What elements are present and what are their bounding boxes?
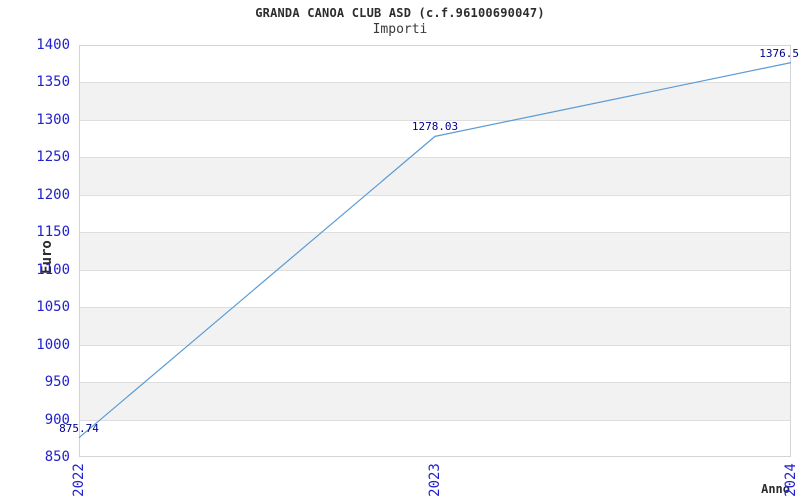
plot-band	[80, 82, 790, 120]
plot-band	[80, 194, 790, 233]
y-tick-label: 950	[44, 374, 70, 391]
y-tick-label: 900	[44, 411, 70, 428]
gridline	[80, 232, 790, 234]
y-tick-label: 1250	[36, 149, 70, 166]
y-tick-label: 1200	[36, 186, 70, 203]
chart-title: GRANDA CANOA CLUB ASD (c.f.96100690047)	[255, 6, 545, 20]
y-tick-label: 1300	[36, 111, 70, 128]
y-tick-label: 1100	[36, 261, 70, 278]
y-tick-label: 1050	[36, 299, 70, 316]
y-tick-label: 1400	[36, 37, 70, 53]
gridline	[80, 307, 790, 309]
plot-band	[80, 419, 790, 456]
plot-band	[80, 46, 790, 83]
y-tick-label: 1350	[36, 74, 70, 91]
y-tick-label: 1000	[36, 336, 70, 353]
chart-subtitle: Importi	[372, 22, 428, 37]
gridline	[80, 194, 790, 196]
gridline	[80, 382, 790, 384]
plot-band	[80, 232, 790, 270]
plot-band	[80, 157, 790, 195]
data-point-label: 875.74	[59, 421, 99, 435]
y-tick-label: 1150	[36, 224, 70, 241]
plot-band	[80, 344, 790, 383]
y-tick-label: 850	[44, 449, 70, 465]
gridline	[80, 419, 790, 421]
gridline	[80, 157, 790, 159]
x-tick-label: 2023	[427, 463, 443, 497]
gridline	[80, 269, 790, 271]
gridline	[80, 82, 790, 84]
x-axis-title: Anno	[761, 482, 790, 496]
plot-band	[80, 382, 790, 420]
gridline	[80, 344, 790, 346]
x-tick-label: 2024	[783, 463, 799, 497]
plot-area	[79, 45, 791, 457]
data-point-label: 1376.5	[759, 46, 799, 60]
x-tick-label: 2022	[71, 463, 87, 497]
plot-band	[80, 307, 790, 345]
plot-band	[80, 269, 790, 308]
data-point-label: 1278.03	[411, 120, 459, 134]
